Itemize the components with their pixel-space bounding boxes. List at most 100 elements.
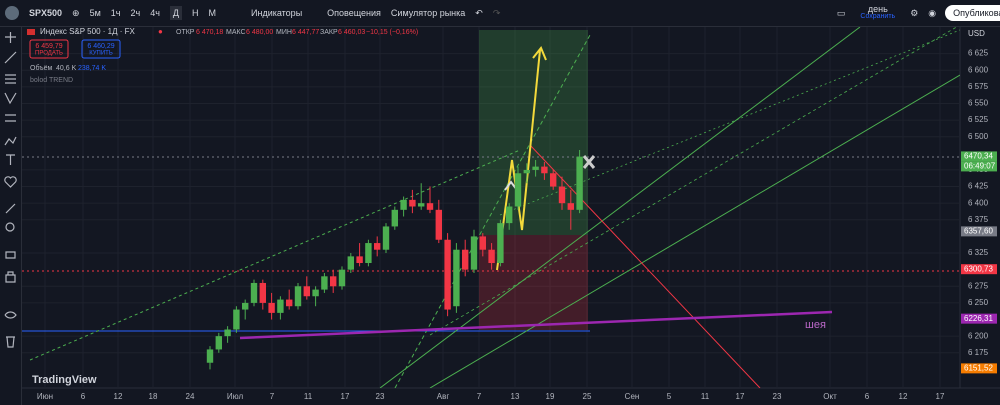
forecast-tool[interactable]: [5, 114, 16, 122]
countdown: 06:49:07: [964, 162, 996, 171]
candle-body: [435, 209, 442, 240]
candle-body: [365, 243, 372, 264]
candle-body: [567, 203, 574, 210]
interval[interactable]: 1ч: [110, 8, 121, 18]
x-marker: [582, 155, 596, 169]
layout[interactable]: ▭: [836, 7, 846, 18]
x-tick-label: 7: [270, 392, 275, 401]
price-label-bg: [961, 226, 997, 237]
x-tick-label: Сен: [625, 392, 640, 401]
brush-tool[interactable]: [4, 136, 17, 146]
fib-tool[interactable]: [5, 74, 16, 84]
candle-body: [303, 286, 310, 297]
trend-line: [394, 34, 591, 388]
y-tick-label: 6 175: [968, 348, 989, 357]
saved: Сохранить: [860, 13, 896, 20]
zoom-tool[interactable]: [5, 222, 15, 232]
price-label-bg: [961, 313, 997, 324]
pattern-tool[interactable]: [4, 92, 17, 105]
symbol-badge: [27, 29, 35, 35]
currency: USD: [968, 29, 985, 38]
y-tick-label: 6 600: [968, 65, 989, 74]
add-symbol[interactable]: ⊕: [72, 7, 80, 18]
ohlc-label: МИН: [276, 29, 292, 36]
y-tick-label: 6 200: [968, 331, 989, 340]
drawings: [22, 27, 960, 388]
side-icons: [4, 32, 17, 348]
replay[interactable]: Симулятор рынка: [390, 8, 466, 18]
x-tick-label: 7: [477, 392, 482, 401]
candle-body: [374, 243, 381, 250]
x-tick-label: 24: [186, 392, 195, 401]
y-tick-label: 6 625: [968, 49, 989, 58]
legend-dot: ●: [158, 27, 163, 36]
y-tick-label: 6 275: [968, 281, 989, 290]
delete-tool[interactable]: [6, 336, 15, 348]
visibility-tool[interactable]: [4, 311, 17, 319]
ohlc-value: 6 480,00: [246, 29, 273, 36]
candle-body: [418, 203, 425, 207]
y-tick-label: 6 250: [968, 298, 989, 307]
candle-body: [400, 199, 407, 210]
interval[interactable]: Н: [192, 8, 199, 18]
interval[interactable]: 4ч: [150, 8, 160, 18]
publish[interactable]: Опубликовать: [945, 5, 1000, 21]
x-tick-label: 17: [736, 392, 745, 401]
x-tick-label: 17: [936, 392, 945, 401]
ohlc-label: ОТКР: [176, 29, 195, 36]
period-value: день: [867, 4, 888, 14]
interval[interactable]: Д: [169, 6, 182, 20]
candle-body: [338, 269, 346, 287]
sell-label: ПРОДАТЬ: [35, 51, 63, 57]
redo[interactable]: ↷: [492, 7, 501, 18]
trend-line: [379, 27, 861, 388]
x-tick-label: 17: [341, 392, 350, 401]
long-position-profit: [479, 30, 588, 235]
ohlc-change: −10,15 (−0,16%): [366, 29, 418, 36]
snapshot[interactable]: ◉: [928, 7, 937, 18]
trend-line: [429, 74, 960, 388]
magnet-tool[interactable]: [5, 251, 16, 259]
ruler-tool[interactable]: [5, 203, 16, 214]
x-tick-label: Июл: [227, 392, 244, 401]
indicators[interactable]: Индикаторы: [251, 8, 303, 18]
buy-label: КУПИТЬ: [89, 51, 113, 57]
volume-ma: 238,74 K: [78, 65, 106, 72]
candle-body: [453, 249, 460, 307]
x-tick-label: 6: [81, 392, 86, 401]
undo[interactable]: ↶: [475, 7, 483, 18]
interval[interactable]: 5м: [89, 8, 101, 18]
ohlc-label: МАКС: [226, 29, 246, 36]
crosshair-tool[interactable]: [5, 32, 16, 43]
ohlc-value: 6 460,03: [338, 29, 365, 36]
ohlc-value: 6 447,77: [292, 29, 319, 36]
buy-button[interactable]: [81, 39, 121, 59]
x-tick-label: 23: [773, 392, 782, 401]
period: день Сохранить: [855, 5, 900, 21]
trend-line: [29, 149, 521, 361]
candle-body: [259, 282, 266, 303]
y-tick-label: 6 325: [968, 248, 989, 257]
avatar[interactable]: [5, 6, 19, 20]
alerts[interactable]: Оповещения: [327, 8, 381, 18]
candle-body: [462, 249, 469, 270]
x-tick-label: 11: [304, 392, 313, 401]
price-label: 6300,73: [964, 264, 993, 273]
lock-tool[interactable]: [5, 271, 16, 283]
candle-body: [550, 173, 557, 187]
symbol[interactable]: SPX500: [29, 8, 63, 18]
x-tick-label: 19: [546, 392, 555, 401]
price-label: 6470,34: [964, 152, 993, 161]
trend-line: [429, 27, 958, 336]
sell-button[interactable]: [29, 39, 69, 59]
line-tool[interactable]: [4, 51, 17, 64]
text-tool[interactable]: [6, 154, 15, 165]
settings[interactable]: ⚙: [910, 7, 919, 18]
interval[interactable]: 2ч: [130, 8, 141, 18]
icon-tool[interactable]: [4, 176, 17, 188]
interval[interactable]: М: [208, 8, 217, 18]
indicator-name: bolod TREND: [30, 77, 73, 84]
sell-price: 6 459,79: [35, 43, 62, 50]
candle-body: [268, 302, 275, 313]
